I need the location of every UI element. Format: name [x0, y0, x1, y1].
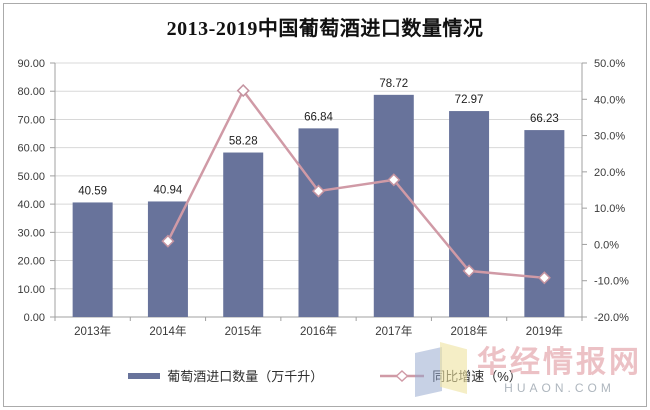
right-axis-tick: -20.0% — [594, 312, 629, 324]
bar-2018年 — [449, 111, 490, 318]
left-axis-tick: 0.00 — [24, 312, 45, 324]
line-marker-diamond — [387, 173, 401, 187]
legend-item-import-volume: 葡萄酒进口数量（万千升） — [128, 366, 323, 385]
left-axis-tick: 70.00 — [17, 114, 45, 126]
legend-item-growth-rate: 同比增速（%） — [379, 366, 522, 385]
chart-title: 2013-2019中国葡萄酒进口数量情况 — [166, 18, 484, 40]
left-axis-tick: 30.00 — [17, 227, 45, 239]
bar-value-label: 66.84 — [304, 111, 333, 123]
left-axis-tick: 40.00 — [17, 199, 45, 211]
bar-value-label: 66.23 — [530, 113, 559, 125]
left-axis-tick: 90.00 — [17, 58, 45, 70]
bar-2015年 — [223, 152, 264, 317]
bar-2013年 — [72, 202, 113, 317]
line-marker-diamond — [462, 264, 476, 278]
line-marker-diamond — [537, 271, 551, 285]
bar-value-label: 40.59 — [78, 185, 107, 197]
left-axis-tick: 80.00 — [17, 86, 45, 98]
bar-value-label: 40.94 — [154, 184, 183, 196]
bar-series-swatch-icon — [128, 372, 161, 379]
x-axis-label: 2015年 — [225, 324, 262, 338]
bar-2017年 — [373, 94, 414, 318]
right-axis-tick: 40.0% — [594, 94, 625, 106]
bar-value-label: 58.28 — [229, 136, 258, 148]
growth-rate-line — [166, 88, 545, 280]
line-series-swatch-icon — [380, 369, 425, 382]
line-marker-diamond — [161, 234, 175, 248]
right-axis-tick: 50.0% — [594, 58, 625, 70]
legend-label-import-volume: 葡萄酒进口数量（万千升） — [167, 369, 324, 384]
line-marker-diamond — [236, 84, 250, 98]
left-axis-tick: 60.00 — [17, 143, 45, 155]
x-axis-label: 2019年 — [526, 324, 563, 338]
left-axis-tick: 20.00 — [17, 256, 45, 268]
left-axis-tick: 10.00 — [17, 284, 45, 296]
line-marker-diamond — [311, 184, 326, 198]
x-axis-label: 2018年 — [451, 324, 488, 338]
right-axis-tick: 0.0% — [594, 239, 619, 251]
legend: 葡萄酒进口数量（万千升） 同比增速（%） — [0, 366, 650, 385]
x-axis-label: 2017年 — [375, 324, 412, 338]
bar-value-label: 72.97 — [455, 94, 484, 106]
right-axis-tick: 20.0% — [594, 167, 625, 179]
right-axis-tick: -10.0% — [594, 276, 629, 288]
x-axis-label: 2016年 — [300, 324, 337, 338]
bar-2019年 — [524, 130, 565, 317]
right-axis-tick: 30.0% — [594, 131, 625, 143]
x-axis-label: 2013年 — [74, 324, 111, 338]
right-axis-tick: 10.0% — [594, 203, 625, 215]
left-axis-tick: 50.00 — [17, 171, 45, 183]
bar-2016年 — [298, 128, 339, 317]
bar-2014年 — [147, 201, 188, 317]
bar-value-label: 78.72 — [379, 78, 408, 90]
legend-label-growth-rate: 同比增速（%） — [432, 369, 522, 384]
x-axis-label: 2014年 — [149, 324, 186, 338]
